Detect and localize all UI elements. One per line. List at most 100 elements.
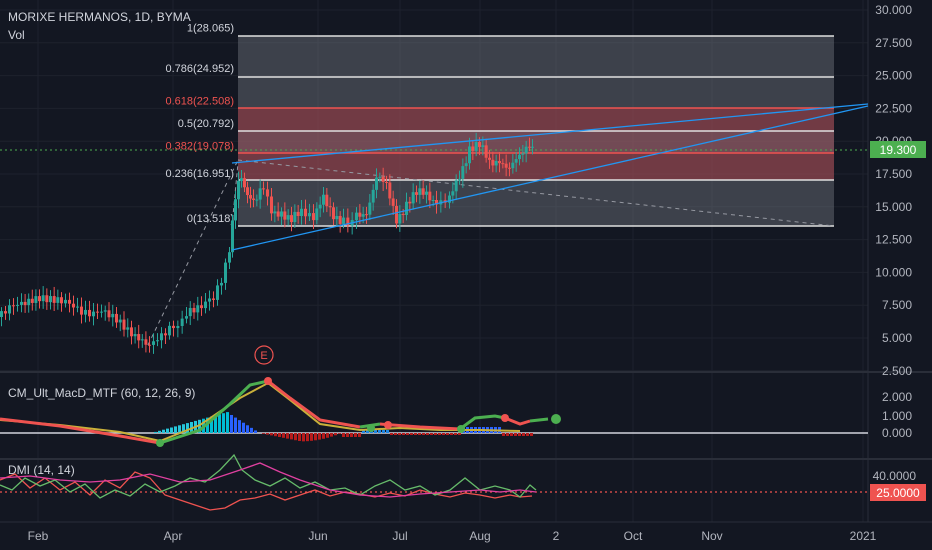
candle xyxy=(234,190,237,229)
fib-level-label: 0.236(16.951) xyxy=(166,168,235,180)
candle xyxy=(100,304,103,318)
price-tick-label: 7.500 xyxy=(882,298,912,312)
macd-histogram-bar xyxy=(310,433,313,441)
dashed-trend-down[interactable] xyxy=(237,159,835,227)
macd-histogram-bar xyxy=(522,433,525,436)
time-axis[interactable]: Feb Apr Jun Jul Aug 2 Oct Nov 2021 xyxy=(28,529,877,543)
macd-cross-dot xyxy=(384,421,392,429)
candle xyxy=(52,286,56,312)
grid-lines xyxy=(0,0,868,522)
time-tick-label: Oct xyxy=(624,529,643,543)
fib-zone-red xyxy=(238,108,834,180)
fib-level-label: 1(28.065) xyxy=(187,22,234,34)
wedge-lower-trendline[interactable] xyxy=(231,105,869,251)
candle xyxy=(391,190,395,215)
candle xyxy=(258,179,262,209)
candle xyxy=(126,318,130,338)
candle xyxy=(246,181,249,204)
candle xyxy=(474,132,478,157)
earnings-event-marker[interactable] xyxy=(254,345,274,365)
candle xyxy=(471,141,475,161)
macd-histogram-bar xyxy=(214,415,217,433)
macd-line xyxy=(0,379,549,445)
macd-histogram-bar xyxy=(382,430,385,433)
macd-histogram-bar xyxy=(338,433,341,434)
macd-histogram-bar xyxy=(354,433,357,437)
candle xyxy=(371,184,375,211)
macd-histogram-bar xyxy=(342,433,345,437)
candle xyxy=(212,291,215,308)
candle xyxy=(84,300,87,323)
macd-histogram-bar xyxy=(418,433,421,435)
candle xyxy=(16,296,19,312)
candle xyxy=(375,168,378,199)
macd-histogram-bar xyxy=(230,415,233,433)
candle xyxy=(220,277,223,295)
volume-label: Vol xyxy=(8,28,25,42)
candle xyxy=(418,180,422,204)
dmi-axis[interactable]: 40.0000 xyxy=(873,469,917,483)
candle xyxy=(68,292,71,313)
fib-level-label: 0.618(22.508) xyxy=(166,95,235,107)
candle xyxy=(60,292,63,312)
candle xyxy=(315,202,319,225)
candle xyxy=(185,307,188,324)
candle xyxy=(425,185,428,204)
wedge-upper-trendline[interactable] xyxy=(231,103,869,164)
candle xyxy=(385,175,388,190)
macd-pane[interactable] xyxy=(0,377,868,447)
price-tick-label: 10.000 xyxy=(875,265,912,279)
macd-cross-dot xyxy=(457,425,465,433)
macd-axis[interactable]: 2.000 1.000 0.000 xyxy=(882,390,912,440)
candle xyxy=(180,310,184,334)
candle xyxy=(176,320,180,338)
candle xyxy=(224,258,227,290)
macd-histogram-bar xyxy=(222,413,225,433)
macd-histogram-bar xyxy=(438,433,441,435)
macd-histogram-bar xyxy=(330,433,333,437)
candle xyxy=(107,302,111,322)
candle xyxy=(511,154,515,174)
candle xyxy=(300,200,303,225)
dmi-pane[interactable] xyxy=(0,453,868,511)
macd-histogram-bar xyxy=(158,430,161,433)
macd-histogram-bar xyxy=(210,416,213,433)
dmi-value-label: 25.0000 xyxy=(876,486,920,500)
dmi-title[interactable]: DMI (14, 14) xyxy=(8,463,75,477)
candle xyxy=(308,203,311,222)
macd-histogram-bar xyxy=(398,433,401,435)
macd-histogram-bar xyxy=(350,433,353,437)
candle xyxy=(458,170,461,185)
candle xyxy=(4,305,7,320)
candle xyxy=(41,286,45,309)
fib-level-label: 0(13.518) xyxy=(187,213,234,225)
candle xyxy=(524,140,528,163)
time-tick-label: Nov xyxy=(701,529,722,543)
candle xyxy=(338,211,342,233)
macd-histogram-bar xyxy=(278,433,281,437)
fib-retracement[interactable] xyxy=(231,35,834,227)
candle xyxy=(531,139,534,155)
candle xyxy=(332,202,335,226)
macd-histogram-bar xyxy=(314,433,317,441)
price-tick-label: 22.500 xyxy=(875,101,912,115)
candle xyxy=(12,298,15,315)
time-tick-label: Jun xyxy=(308,529,327,543)
macd-histogram-bar xyxy=(422,433,425,435)
candle xyxy=(280,207,283,226)
macd-histogram-bar xyxy=(442,433,445,435)
dashed-trend-up[interactable] xyxy=(147,159,239,346)
candle xyxy=(501,158,505,169)
macd-tick-label: 2.000 xyxy=(882,390,912,404)
candle xyxy=(435,190,438,214)
macd-histogram-bar xyxy=(362,430,365,433)
candle xyxy=(0,307,3,327)
macd-histogram-bar xyxy=(402,433,405,435)
macd-histogram-bar xyxy=(374,430,377,433)
macd-title[interactable]: CM_Ult_MacD_MTF (60, 12, 26, 9) xyxy=(8,386,195,400)
candle xyxy=(381,167,385,192)
macd-histogram-bar xyxy=(514,433,517,436)
candle xyxy=(152,333,155,354)
time-tick-label: Feb xyxy=(28,529,49,543)
